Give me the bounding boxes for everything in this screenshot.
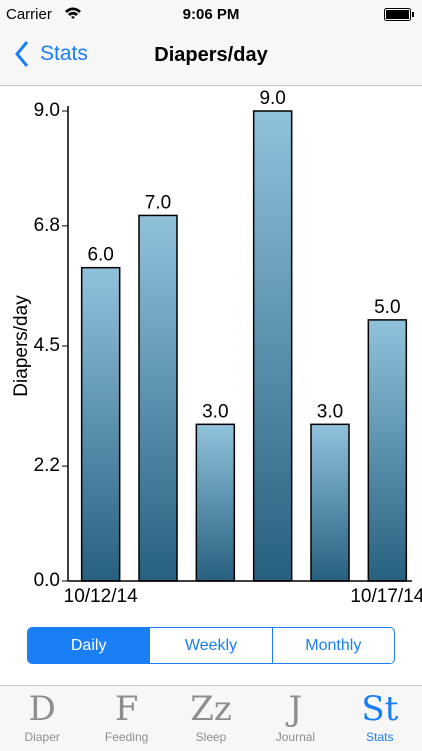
back-button[interactable]: Stats xyxy=(14,40,88,68)
back-label: Stats xyxy=(40,42,88,65)
tab-label: Stats xyxy=(366,730,394,744)
tab[interactable]: F Feeding xyxy=(84,686,168,751)
value-label: 3.0 xyxy=(202,401,228,422)
segment[interactable]: Monthly xyxy=(271,628,394,663)
tab-icon: J xyxy=(288,689,303,729)
bar xyxy=(80,266,121,582)
back-chevron xyxy=(15,41,29,67)
y-axis-label: Diapers/day xyxy=(11,295,32,397)
nav-bar: Stats Diapers/day xyxy=(0,30,422,86)
tab-label: Diaper xyxy=(24,730,60,744)
bar xyxy=(252,110,293,582)
x-tick-label: 10/17/14 xyxy=(350,586,422,607)
tab[interactable]: St Stats xyxy=(338,686,422,751)
tab-icon: Zz xyxy=(190,689,232,729)
tab-label: Feeding xyxy=(104,730,149,744)
bar xyxy=(367,319,408,582)
carrier: Carrier xyxy=(6,6,52,23)
tab[interactable]: Zz Sleep xyxy=(169,686,253,751)
clock: 9:06 PM xyxy=(182,6,240,23)
tab-icon: D xyxy=(28,689,56,729)
nav-title: Diapers/day xyxy=(154,44,268,66)
tab[interactable]: D Diaper xyxy=(0,686,84,751)
segment[interactable]: Daily xyxy=(28,628,150,663)
chart-area: Diapers/day 0.0 2.2 4.5 6.8 9.0 10/12/14 6.0 7.0… xyxy=(0,86,422,686)
y-tick-label: 4.5 xyxy=(34,335,60,356)
status-bar: Carrier 9:06 PM xyxy=(0,0,422,30)
tab-label: Sleep xyxy=(195,730,227,744)
tab-bar: D Diaper F Feeding Zz Sleep J Journal St Stats xyxy=(0,685,422,751)
y-tick-label: 2.2 xyxy=(34,455,60,476)
value-label: 5.0 xyxy=(374,297,400,318)
value-label: 3.0 xyxy=(317,401,343,422)
segment[interactable]: Weekly xyxy=(149,628,271,663)
tab-icon: St xyxy=(361,689,399,729)
x-tick-label: 10/12/14 xyxy=(64,586,138,607)
tab-icon: F xyxy=(114,689,139,729)
wifi-icon xyxy=(65,7,81,19)
y-tick-label: 9.0 xyxy=(34,100,60,121)
tab-label: Journal xyxy=(275,730,316,744)
y-tick-label: 0.0 xyxy=(34,570,60,591)
bar xyxy=(195,423,236,582)
chart: Diapers/day 0.0 2.2 4.5 6.8 9.0 10/12/14 6.0 7.0… xyxy=(11,88,422,607)
tab[interactable]: J Journal xyxy=(253,686,337,751)
bar xyxy=(310,423,350,582)
battery-icon xyxy=(384,8,414,21)
value-label: 7.0 xyxy=(145,192,171,213)
value-label: 9.0 xyxy=(259,88,285,109)
y-tick-label: 6.8 xyxy=(34,215,60,236)
value-label: 6.0 xyxy=(87,245,113,266)
segmented-control: Daily Weekly Monthly xyxy=(27,627,395,664)
bar xyxy=(138,214,178,582)
